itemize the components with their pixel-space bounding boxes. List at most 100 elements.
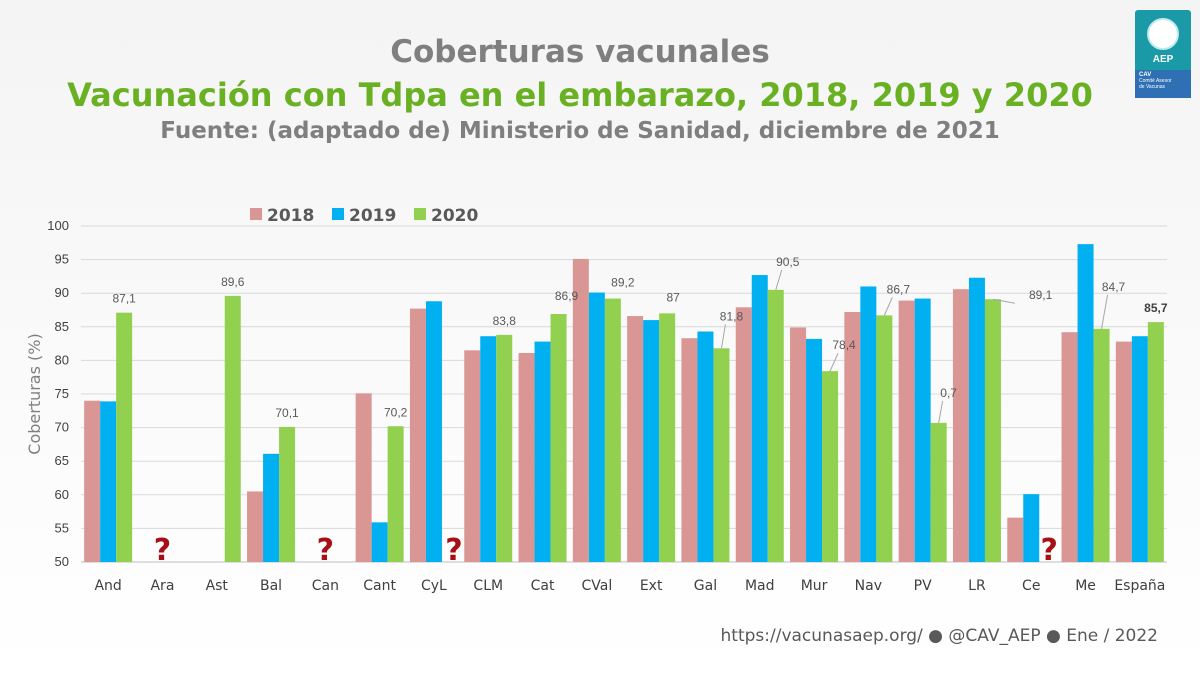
bar-2018-Nav — [844, 312, 861, 562]
chart-title: Coberturas vacunales — [390, 34, 770, 70]
y-tick-label: 95 — [55, 252, 69, 267]
bar-2018-Cant — [355, 393, 372, 562]
x-tick-label: Ce — [1022, 578, 1040, 594]
legend-swatch-2020 — [414, 208, 426, 220]
data-label-leader — [775, 269, 783, 290]
bar-2019-CyL — [425, 301, 442, 562]
x-tick-label: CLM — [473, 578, 503, 594]
y-tick-label: 75 — [55, 386, 69, 401]
bar-2020-And — [116, 312, 133, 562]
y-tick-label: 90 — [55, 285, 69, 300]
bar-2018-Ce — [1007, 517, 1024, 562]
data-label-leader — [883, 297, 893, 316]
missing-data-marker: ? — [317, 533, 334, 568]
x-tick-label: Ara — [150, 578, 174, 594]
logo-line3: de Vacunas — [1139, 84, 1166, 90]
y-tick-label: 60 — [55, 487, 69, 502]
bar-2020-Ext — [659, 313, 676, 562]
bar-2019-Cant — [371, 522, 388, 562]
x-tick-label: CyL — [421, 578, 447, 594]
x-tick-label: Cat — [531, 578, 555, 594]
data-label-leader — [720, 324, 726, 349]
bar-2020-Me — [1093, 328, 1110, 562]
y-tick-label: 55 — [55, 520, 69, 535]
bar-2019-Gal — [697, 331, 714, 562]
x-tick-label: Ext — [640, 578, 663, 594]
x-tick-label: España — [1114, 578, 1165, 594]
bar-2018-Cat — [518, 353, 535, 562]
x-tick-label: And — [94, 578, 121, 594]
bar-2019-España — [1131, 336, 1148, 562]
data-label: 0,7 — [940, 386, 957, 400]
x-tick-label: Mur — [801, 578, 828, 594]
bar-2018-Gal — [681, 338, 698, 562]
bar-2019-PV — [914, 298, 931, 562]
data-label: 83,8 — [493, 314, 517, 328]
bar-2020-España — [1147, 322, 1164, 562]
bar-2018-And — [84, 400, 101, 562]
missing-data-marker: ? — [1041, 533, 1058, 568]
x-tick-label: Nav — [855, 578, 882, 594]
data-label: 78,4 — [832, 338, 856, 352]
data-label: 70,2 — [384, 405, 408, 419]
bar-2020-Mur — [822, 371, 839, 562]
bar-2019-CVal — [588, 292, 605, 562]
bar-2018-CVal — [572, 258, 589, 562]
bar-2019-Ext — [643, 320, 660, 562]
bar-2019-Cat — [534, 341, 551, 562]
x-tick-label: Cant — [363, 578, 396, 594]
data-label-leader — [938, 400, 944, 423]
bar-2019-CLM — [480, 336, 497, 562]
bar-2019-Mur — [806, 338, 823, 562]
bar-2018-Mur — [790, 327, 807, 562]
data-label: 70,1 — [275, 406, 299, 420]
legend-label-2019: 2019 — [349, 206, 396, 226]
bar-2018-PV — [898, 300, 915, 562]
data-label: 87,1 — [112, 292, 136, 306]
bar-2018-CyL — [409, 308, 426, 562]
bar-2019-Bal — [263, 453, 280, 562]
chart-source: Fuente: (adaptado de) Ministerio de Sani… — [160, 118, 1000, 144]
bar-2019-Nav — [860, 286, 877, 562]
bar-2020-Gal — [713, 348, 730, 562]
bar-2020-LR — [984, 299, 1001, 562]
bar-2019-Mad — [751, 275, 768, 562]
data-label-leader — [829, 352, 839, 372]
bar-2018-Me — [1061, 332, 1078, 562]
x-tick-label: Bal — [260, 578, 282, 594]
y-tick-label: 80 — [55, 352, 69, 367]
x-tick-label: Can — [312, 578, 339, 594]
bar-2019-LR — [968, 277, 985, 562]
y-tick-label: 65 — [55, 453, 69, 468]
legend-swatch-2019 — [332, 208, 344, 220]
y-tick-label: 100 — [47, 218, 69, 233]
logo-line2: Comité Asesor — [1139, 78, 1172, 84]
x-tick-label: CVal — [581, 578, 612, 594]
logo-line1: CAV — [1139, 72, 1152, 78]
bar-2020-Mad — [767, 289, 784, 562]
bar-2020-CVal — [604, 298, 621, 562]
bar-2018-Ext — [627, 316, 644, 562]
bar-2020-PV — [930, 422, 947, 562]
bar-2020-Ast — [224, 295, 241, 562]
x-tick-label: Ast — [206, 578, 229, 594]
data-label: 86,7 — [887, 282, 911, 296]
bar-2019-And — [100, 401, 117, 562]
bar-2018-LR — [952, 289, 969, 562]
x-tick-label: Mad — [745, 578, 775, 594]
chart-subtitle: Vacunación con Tdpa en el embarazo, 2018… — [67, 76, 1093, 114]
bar-2019-Ce — [1023, 494, 1040, 562]
bar-2018-Bal — [247, 491, 264, 562]
aep-seal-icon — [1147, 18, 1179, 50]
footer-credits: https://vacunasaep.org/ ● @CAV_AEP ● Ene… — [720, 626, 1158, 646]
y-tick-label: 70 — [55, 420, 69, 435]
missing-data-marker: ? — [154, 533, 171, 568]
bar-2018-CLM — [464, 350, 481, 562]
legend-label-2020: 2020 — [431, 206, 478, 226]
data-label: 84,7 — [1102, 280, 1126, 294]
bar-2020-Cant — [387, 426, 404, 562]
data-label: 90,5 — [776, 255, 800, 269]
bar-2019-Me — [1077, 244, 1094, 563]
data-label: 85,7 — [1144, 301, 1168, 315]
